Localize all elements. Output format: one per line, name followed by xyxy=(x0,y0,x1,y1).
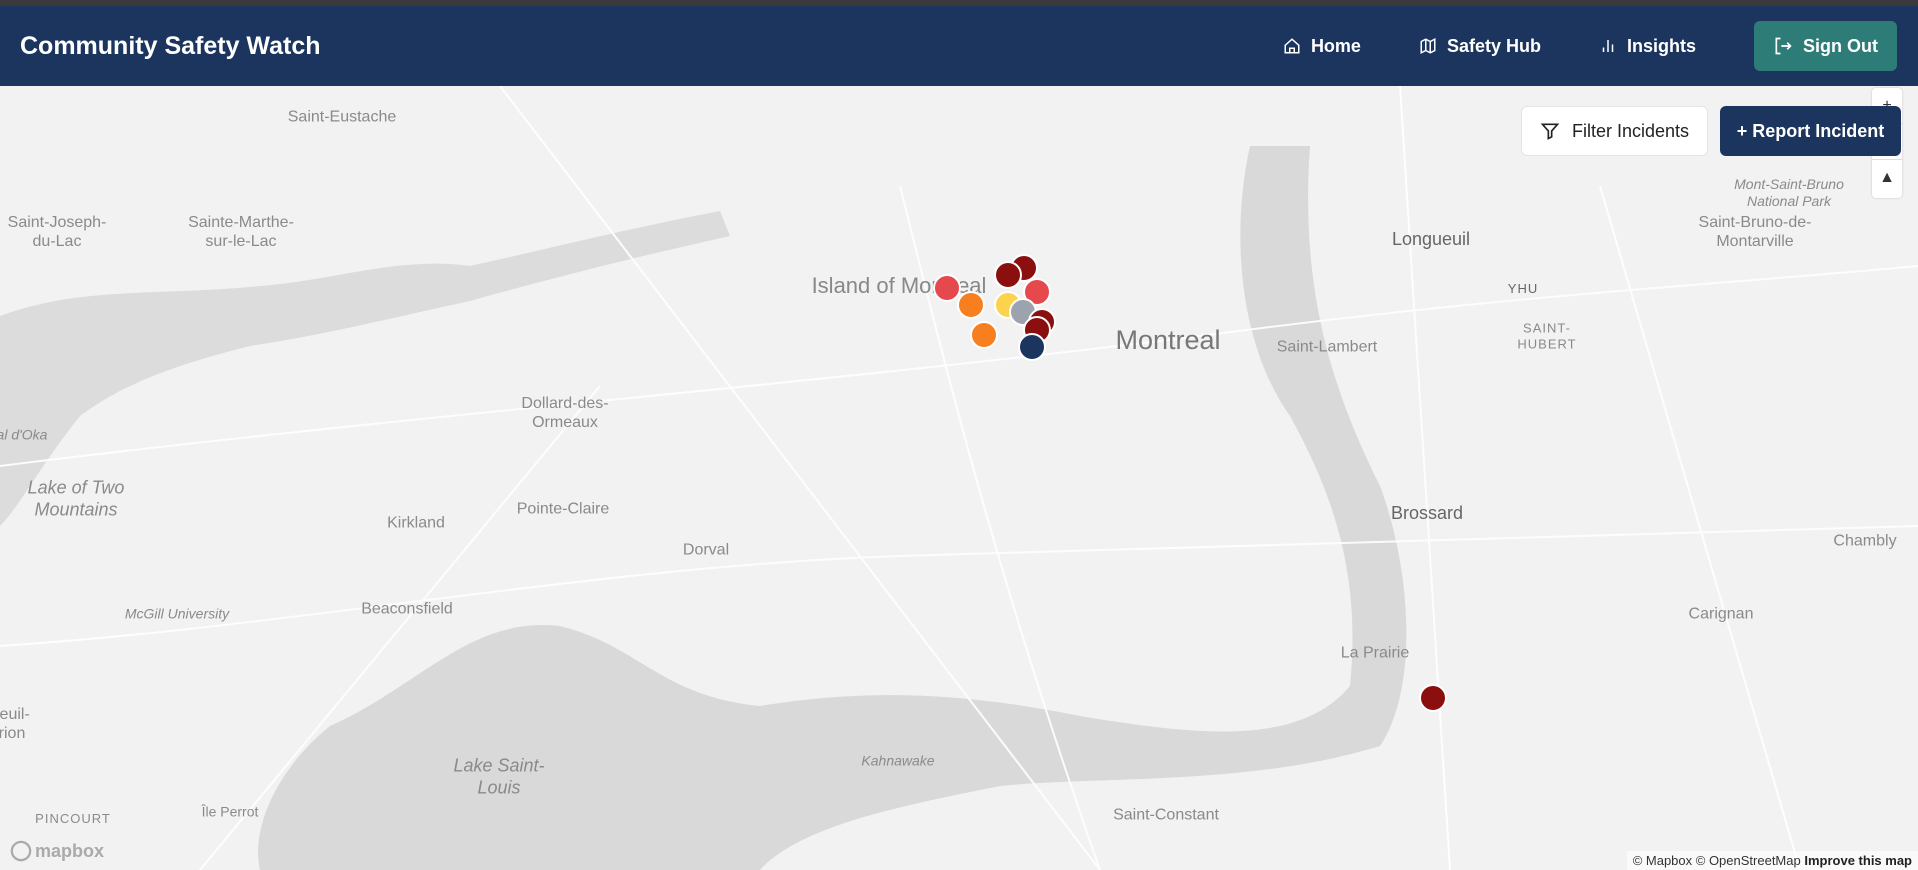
map-label: Kirkland xyxy=(387,514,445,532)
mapbox-logo-icon xyxy=(10,840,32,862)
app-title: Community Safety Watch xyxy=(20,31,321,60)
window-top-bar xyxy=(0,0,1918,6)
attribution-text[interactable]: © Mapbox © OpenStreetMap xyxy=(1632,853,1801,868)
map-label: Île Perrot xyxy=(201,803,259,820)
zoom-out-button[interactable] xyxy=(1872,124,1902,160)
incident-marker[interactable] xyxy=(933,274,961,302)
mapbox-logo-text: mapbox xyxy=(35,840,105,861)
sign-out-label: Sign Out xyxy=(1803,35,1878,56)
map-label: Lake Saint-Louis xyxy=(453,755,545,797)
nav-home[interactable]: Home xyxy=(1283,36,1361,57)
filter-incidents-label: Filter Incidents xyxy=(1571,120,1690,141)
map-label: Mont-Saint-Bruno National Park xyxy=(1734,176,1844,209)
map-label: Dorval xyxy=(682,541,730,559)
map-label: Sainte-Marthe-sur-le-Lac xyxy=(188,213,294,250)
map-label: al d'Oka xyxy=(0,426,48,443)
map-label: SAINT-HUBERT xyxy=(1517,320,1577,351)
incident-marker[interactable] xyxy=(994,261,1022,289)
nav-safety-hub[interactable]: Safety Hub xyxy=(1419,36,1541,57)
improve-map-link[interactable]: Improve this map xyxy=(1804,853,1912,868)
map-label: Brossard xyxy=(1390,503,1464,524)
compass-button[interactable]: ▲ xyxy=(1879,169,1895,186)
report-incident-button[interactable]: + Report Incident xyxy=(1720,106,1901,156)
map-canvas[interactable]: Saint-Eustache Saint-Joseph-du-Lac Saint… xyxy=(0,86,1918,870)
filter-incidents-button[interactable]: Filter Incidents xyxy=(1521,106,1708,156)
map-attribution: © Mapbox © OpenStreetMap Improve this ma… xyxy=(1626,851,1918,870)
map-label: PINCOURT xyxy=(35,811,111,827)
main-nav: Home Safety Hub Insights Sign Out xyxy=(1283,21,1897,71)
map-label: Chambly xyxy=(1833,532,1897,550)
map-label: Lake of Two Mountains xyxy=(27,477,125,519)
nav-insights-label: Insights xyxy=(1626,35,1696,56)
nav-home-label: Home xyxy=(1310,35,1361,56)
home-icon xyxy=(1284,38,1300,54)
map-label: La Prairie xyxy=(1340,644,1410,662)
map-basemap xyxy=(0,86,1918,870)
map-label: Pointe-Claire xyxy=(516,500,610,518)
incident-marker[interactable] xyxy=(1018,333,1046,361)
map-label: Kahnawake xyxy=(861,752,935,769)
map-label: McGill University xyxy=(124,605,230,622)
bar-chart-icon xyxy=(1602,40,1614,52)
map-label: Saint-Bruno-de-Montarville xyxy=(1698,213,1812,250)
app-header: Community Safety Watch Home Safety Hub I… xyxy=(0,6,1918,86)
map-label: Saint-Lambert xyxy=(1276,338,1378,356)
map-label: Longueuil xyxy=(1391,229,1471,250)
map-label: YHU xyxy=(1507,281,1539,297)
map-label: Saint-Constant xyxy=(1113,806,1219,824)
mapbox-logo[interactable]: mapbox xyxy=(10,840,104,862)
sign-out-icon xyxy=(1775,37,1792,55)
map-label: Beaconsfield xyxy=(361,600,453,618)
filter-icon xyxy=(1540,123,1560,140)
map-label: Carignan xyxy=(1688,605,1754,623)
sign-out-button[interactable]: Sign Out xyxy=(1754,21,1897,71)
map-label: Montreal xyxy=(1115,324,1221,355)
nav-insights[interactable]: Insights xyxy=(1599,36,1696,57)
incident-marker[interactable] xyxy=(1419,684,1447,712)
nav-safety-hub-label: Safety Hub xyxy=(1446,35,1541,56)
map-label: reuil-rion xyxy=(0,705,30,742)
map-label: Saint-Eustache xyxy=(287,108,397,126)
incident-marker[interactable] xyxy=(970,321,998,349)
map-label: Saint-Joseph-du-Lac xyxy=(7,213,107,250)
map-icon xyxy=(1420,38,1436,54)
incident-marker[interactable] xyxy=(957,291,985,319)
map-label: Dollard-des-Ormeaux xyxy=(521,394,609,431)
